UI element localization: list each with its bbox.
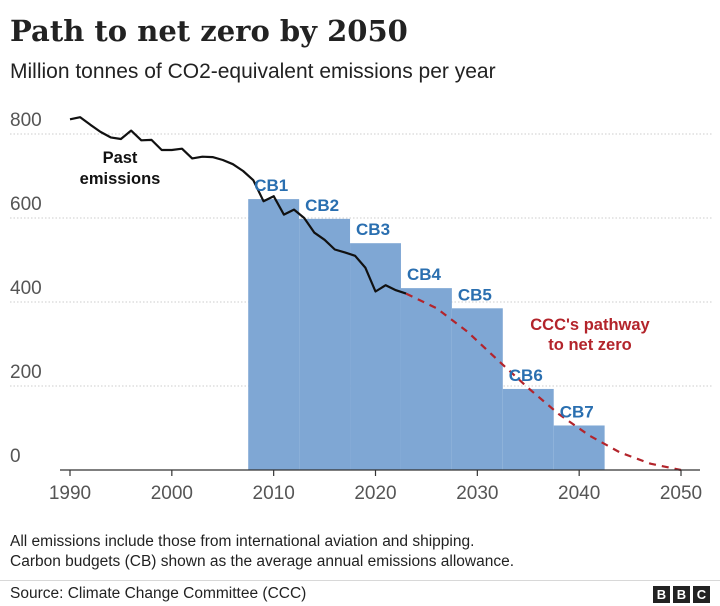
past-emissions-line [69,116,407,295]
budget-label-cb7: CB7 [560,402,594,421]
carbon-budget-bars [248,199,605,470]
budget-label-cb1: CB1 [254,176,288,195]
bbc-logo: B B C [653,586,710,603]
budget-bar-cb2 [299,218,351,470]
x-tick-label: 2020 [354,483,396,504]
budget-bar-cb5 [451,308,503,470]
logo-letter-c: C [693,586,710,603]
chart-subtitle: Million tonnes of CO2-equivalent emissio… [10,60,496,83]
x-tick-label: 2050 [660,483,702,504]
x-tick-label: 1990 [49,483,91,504]
footnote-budgets: Carbon budgets (CB) shown as the average… [10,553,515,570]
x-tick-label: 2000 [151,483,193,504]
source-text: Source: Climate Change Committee (CCC) [10,585,307,602]
emission-lines [69,116,682,472]
budget-label-cb2: CB2 [305,196,339,215]
annotation-pathway: CCC's pathway [530,316,650,334]
budget-label-cb4: CB4 [407,265,442,284]
y-tick-label: 200 [10,362,42,383]
x-tick-label: 2010 [253,483,295,504]
chart-title: Path to net zero by 2050 [10,14,408,48]
budget-bar-cb3 [350,243,401,470]
footnotes: All emissions include those from interna… [10,532,514,572]
x-tick-label: 2040 [558,483,600,504]
budget-bar-cb1 [248,199,300,470]
y-tick-label: 600 [10,194,42,215]
budget-bar-cb7 [553,425,605,470]
logo-letter-b1: B [653,586,670,603]
budget-bar-cb4 [400,288,452,470]
footnote-aviation: All emissions include those from interna… [10,533,475,550]
budget-label-cb5: CB5 [458,285,492,304]
budget-label-cb3: CB3 [356,220,390,239]
annotations: CB1 CB2 CB3 CB4 CB5 CB6 CB7 Past emissions CCC's … [80,149,651,421]
x-tick-label: 2030 [456,483,498,504]
footer-divider [0,580,720,581]
annotation-past: Past [103,149,138,167]
budget-bar-cb6 [502,388,554,470]
logo-letter-b2: B [673,586,690,603]
y-axis-ticks: 0 200 400 600 800 [10,110,42,467]
annotation-net-zero: to net zero [548,336,631,354]
pathway-line [405,292,682,472]
y-tick-label: 800 [10,110,42,131]
budget-label-cb6: CB6 [509,366,543,385]
annotation-emissions: emissions [80,170,161,188]
y-tick-label: 0 [10,446,21,467]
emissions-chart: 0 200 400 600 800 1990 2000 2010 2020 2030 2040 20… [10,110,712,504]
y-tick-label: 400 [10,278,42,299]
x-axis: 1990 2000 2010 2020 2030 2040 2050 [49,469,702,504]
